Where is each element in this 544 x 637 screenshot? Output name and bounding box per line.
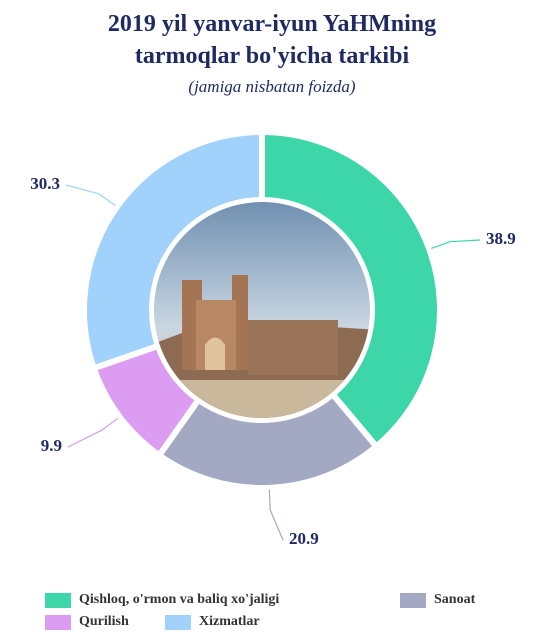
legend-swatch (165, 615, 191, 630)
leader-line (269, 490, 283, 540)
legend-label: Sanoat (434, 592, 475, 608)
data-label: 20.9 (289, 529, 319, 548)
legend-item: Qishloq, o'rmon va baliq xo'jaligi (45, 592, 279, 608)
legend-item: Qurilish (45, 614, 129, 630)
data-label: 30.3 (30, 174, 60, 193)
data-label: 38.9 (486, 229, 516, 248)
legend-item: Sanoat (400, 592, 475, 608)
data-label: 9.9 (41, 436, 62, 455)
legend-swatch (45, 615, 71, 630)
page: 2019 yil yanvar-iyun YaHMning tarmoqlar … (0, 0, 544, 637)
leader-line (431, 240, 480, 248)
legend-swatch (45, 593, 71, 608)
legend-label: Qurilish (79, 614, 129, 630)
leader-line (68, 418, 118, 447)
legend-item: Xizmatlar (165, 614, 260, 630)
legend-label: Qishloq, o'rmon va baliq xo'jaligi (79, 592, 279, 608)
legend-label: Xizmatlar (199, 614, 260, 630)
legend-swatch (400, 593, 426, 608)
chart: 38.9 20.9 9.9 30.3 (0, 0, 544, 590)
leader-line (66, 185, 115, 206)
